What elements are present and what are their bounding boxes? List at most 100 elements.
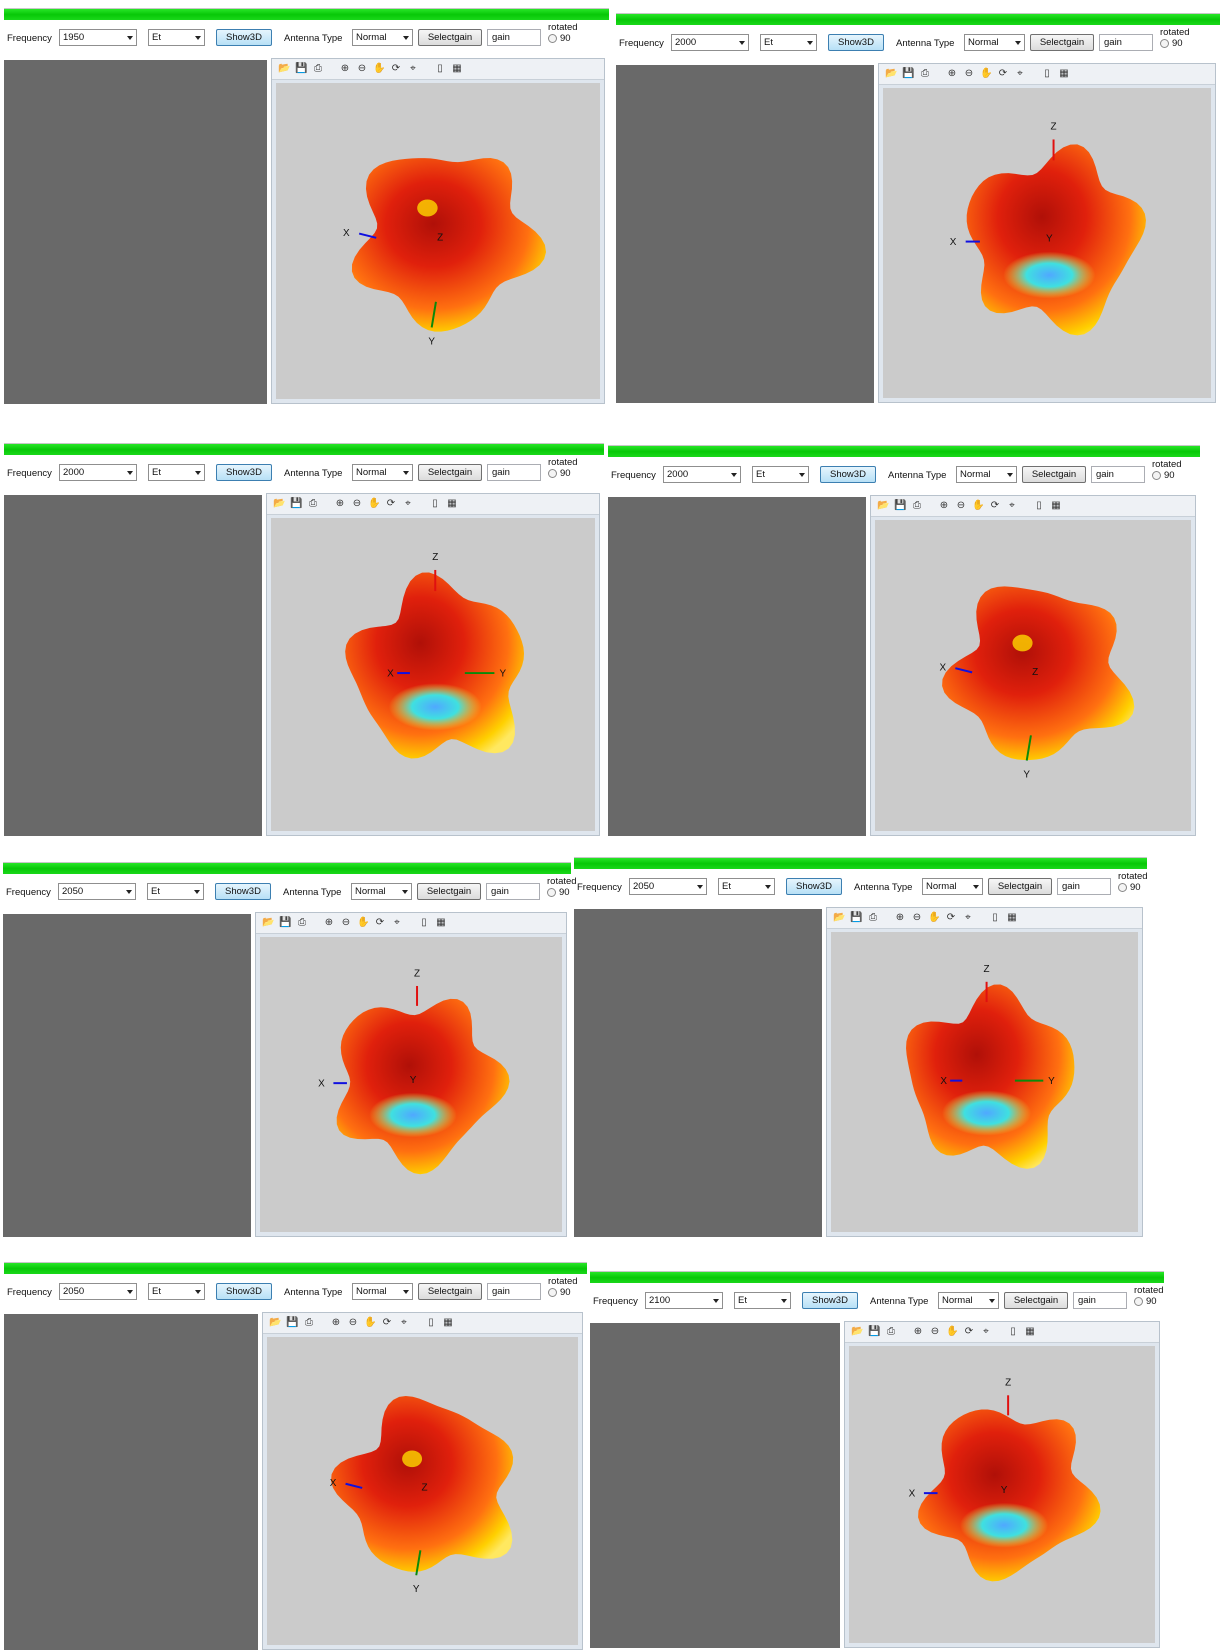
rotate3d-icon[interactable]: ⟳: [386, 498, 396, 509]
radiation-pattern-3d[interactable]: Z X Y: [849, 1346, 1155, 1643]
rotate-90-radio[interactable]: [1134, 1296, 1143, 1306]
antenna-type-select[interactable]: Normal: [352, 1283, 413, 1300]
gain-input[interactable]: gain: [487, 464, 541, 481]
field-component-select[interactable]: Et: [148, 1283, 205, 1300]
print-icon[interactable]: ⎙: [887, 1326, 895, 1337]
save-icon[interactable]: 💾: [279, 917, 292, 928]
rotate-90-radio[interactable]: [1152, 470, 1161, 480]
plot-canvas[interactable]: Z X Y: [260, 937, 562, 1232]
pan-icon[interactable]: ✋: [928, 912, 941, 923]
colorbar-icon[interactable]: ▯: [432, 498, 438, 509]
open-icon[interactable]: 📂: [262, 917, 275, 928]
antenna-type-select[interactable]: Normal: [938, 1292, 999, 1309]
rotate3d-icon[interactable]: ⟳: [964, 1326, 974, 1337]
field-component-select[interactable]: Et: [148, 464, 205, 481]
frequency-select[interactable]: 1950: [59, 29, 137, 46]
datacursor-icon[interactable]: ⌖: [401, 1317, 407, 1328]
frequency-select[interactable]: 2050: [58, 883, 136, 900]
show3d-button[interactable]: Show3D: [802, 1292, 858, 1309]
pan-icon[interactable]: ✋: [357, 917, 370, 928]
zoom-out-icon[interactable]: ⊖: [956, 500, 966, 511]
rotate3d-icon[interactable]: ⟳: [946, 912, 956, 923]
open-icon[interactable]: 📂: [885, 68, 898, 79]
selectgain-button[interactable]: Selectgain: [418, 464, 482, 481]
radiation-pattern-3d[interactable]: X Z Y: [875, 520, 1191, 831]
rotated-option[interactable]: rotated 90: [548, 457, 578, 479]
pan-icon[interactable]: ✋: [373, 63, 386, 74]
zoom-out-icon[interactable]: ⊖: [348, 1317, 358, 1328]
show3d-button[interactable]: Show3D: [216, 464, 272, 481]
colorbar-icon[interactable]: ▯: [421, 917, 427, 928]
radiation-pattern-3d[interactable]: Z X Y: [883, 88, 1211, 398]
field-component-select[interactable]: Et: [752, 466, 809, 483]
datacursor-icon[interactable]: ⌖: [1017, 68, 1023, 79]
print-icon[interactable]: ⎙: [309, 498, 317, 509]
datacursor-icon[interactable]: ⌖: [983, 1326, 989, 1337]
rotated-option[interactable]: rotated 90: [1152, 459, 1182, 481]
print-icon[interactable]: ⎙: [913, 500, 921, 511]
zoom-out-icon[interactable]: ⊖: [912, 912, 922, 923]
gain-input[interactable]: gain: [486, 883, 540, 900]
field-component-select[interactable]: Et: [760, 34, 817, 51]
zoom-out-icon[interactable]: ⊖: [357, 63, 367, 74]
field-component-select[interactable]: Et: [148, 29, 205, 46]
plot-canvas[interactable]: Z X Y: [849, 1346, 1155, 1643]
frequency-select[interactable]: 2100: [645, 1292, 723, 1309]
field-component-select[interactable]: Et: [147, 883, 204, 900]
antenna-type-select[interactable]: Normal: [351, 883, 412, 900]
rotate3d-icon[interactable]: ⟳: [998, 68, 1008, 79]
colorbar-icon[interactable]: ▯: [992, 912, 998, 923]
pan-icon[interactable]: ✋: [972, 500, 985, 511]
plot-canvas[interactable]: X Z Y: [276, 83, 600, 399]
open-icon[interactable]: 📂: [278, 63, 291, 74]
datacursor-icon[interactable]: ⌖: [394, 917, 400, 928]
antenna-type-select[interactable]: Normal: [922, 878, 983, 895]
gain-input[interactable]: gain: [1057, 878, 1111, 895]
colorbar-icon[interactable]: ▯: [1044, 68, 1050, 79]
rotated-option[interactable]: rotated 90: [548, 22, 578, 44]
rotated-option[interactable]: rotated 90: [1160, 27, 1190, 49]
print-icon[interactable]: ⎙: [869, 912, 877, 923]
save-icon[interactable]: 💾: [868, 1326, 881, 1337]
open-icon[interactable]: 📂: [851, 1326, 864, 1337]
gain-input[interactable]: gain: [487, 29, 541, 46]
zoom-in-icon[interactable]: ⊕: [335, 498, 345, 509]
frequency-select[interactable]: 2050: [59, 1283, 137, 1300]
save-icon[interactable]: 💾: [902, 68, 915, 79]
gain-input[interactable]: gain: [1073, 1292, 1127, 1309]
legend-icon[interactable]: ▦: [1059, 68, 1069, 79]
rotate3d-icon[interactable]: ⟳: [990, 500, 1000, 511]
pan-icon[interactable]: ✋: [364, 1317, 377, 1328]
legend-icon[interactable]: ▦: [447, 498, 457, 509]
pan-icon[interactable]: ✋: [980, 68, 993, 79]
legend-icon[interactable]: ▦: [443, 1317, 453, 1328]
antenna-type-select[interactable]: Normal: [352, 464, 413, 481]
zoom-in-icon[interactable]: ⊕: [913, 1326, 923, 1337]
print-icon[interactable]: ⎙: [314, 63, 322, 74]
zoom-in-icon[interactable]: ⊕: [331, 1317, 341, 1328]
zoom-out-icon[interactable]: ⊖: [930, 1326, 940, 1337]
radiation-pattern-3d[interactable]: Z X Y: [831, 932, 1138, 1232]
plot-canvas[interactable]: Z X Y: [831, 932, 1138, 1232]
selectgain-button[interactable]: Selectgain: [417, 883, 481, 900]
show3d-button[interactable]: Show3D: [216, 1283, 272, 1300]
rotate3d-icon[interactable]: ⟳: [382, 1317, 392, 1328]
print-icon[interactable]: ⎙: [298, 917, 306, 928]
rotate-90-radio[interactable]: [547, 887, 556, 897]
frequency-select[interactable]: 2050: [629, 878, 707, 895]
gain-input[interactable]: gain: [487, 1283, 541, 1300]
radiation-pattern-3d[interactable]: X Z Y: [267, 1337, 578, 1645]
zoom-in-icon[interactable]: ⊕: [895, 912, 905, 923]
antenna-type-select[interactable]: Normal: [956, 466, 1017, 483]
save-icon[interactable]: 💾: [850, 912, 863, 923]
rotate-90-radio[interactable]: [1118, 882, 1127, 892]
selectgain-button[interactable]: Selectgain: [1030, 34, 1094, 51]
datacursor-icon[interactable]: ⌖: [1009, 500, 1015, 511]
zoom-in-icon[interactable]: ⊕: [939, 500, 949, 511]
zoom-out-icon[interactable]: ⊖: [341, 917, 351, 928]
print-icon[interactable]: ⎙: [921, 68, 929, 79]
rotated-option[interactable]: rotated 90: [1134, 1285, 1164, 1307]
save-icon[interactable]: 💾: [290, 498, 303, 509]
plot-canvas[interactable]: Z X Y: [271, 518, 595, 831]
pan-icon[interactable]: ✋: [368, 498, 381, 509]
